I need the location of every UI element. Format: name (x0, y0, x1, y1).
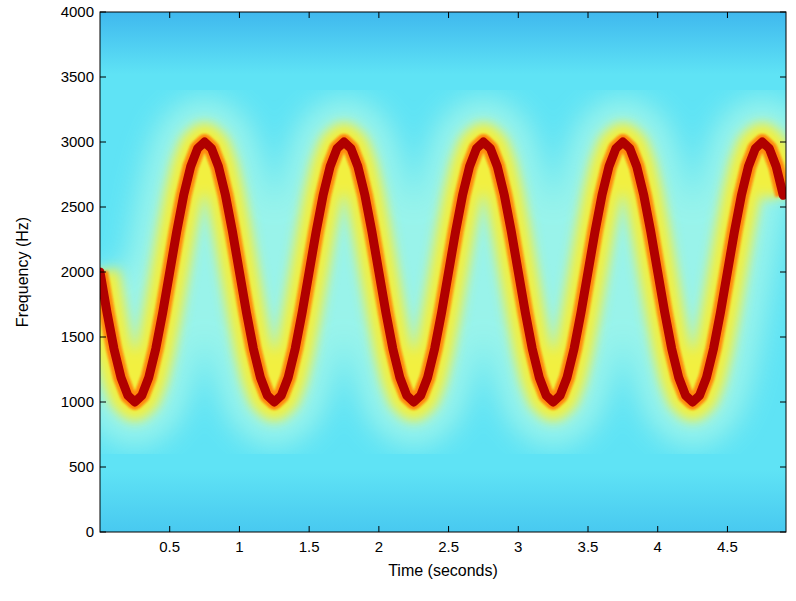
y-tick-label: 4000 (61, 3, 94, 20)
plot-frame (100, 12, 786, 532)
x-tick (309, 526, 310, 532)
y-tick (780, 207, 786, 208)
x-tick-label: 2.5 (438, 538, 459, 555)
y-tick (780, 272, 786, 273)
y-tick (100, 272, 106, 273)
x-tick (657, 526, 658, 532)
x-tick (657, 12, 658, 18)
x-axis-title: Time (seconds) (388, 562, 498, 579)
y-tick-label: 1500 (61, 328, 94, 345)
x-tick (518, 12, 519, 18)
x-tick (727, 12, 728, 18)
y-axis-title: Frequency (Hz) (14, 217, 31, 327)
x-tick-label: 2 (375, 538, 383, 555)
y-tick (100, 207, 106, 208)
x-tick (518, 526, 519, 532)
y-tick-label: 500 (69, 458, 94, 475)
y-tick (100, 337, 106, 338)
x-tick (169, 12, 170, 18)
y-tick (780, 142, 786, 143)
y-tick (780, 77, 786, 78)
y-tick (100, 402, 106, 403)
x-tick (588, 526, 589, 532)
y-tick-label: 1000 (61, 393, 94, 410)
ridge-glow (100, 142, 783, 402)
x-tick (588, 12, 589, 18)
x-tick-label: 1 (235, 538, 243, 555)
x-tick (169, 526, 170, 532)
plot-background (100, 12, 786, 532)
x-tick (378, 12, 379, 18)
y-tick-label: 0 (86, 523, 94, 540)
x-tick-label: 3 (514, 538, 522, 555)
y-tick (100, 12, 106, 13)
x-tick (448, 526, 449, 532)
y-tick (780, 337, 786, 338)
x-tick-label: 0.5 (159, 538, 180, 555)
x-tick (239, 526, 240, 532)
y-tick-label: 3500 (61, 68, 94, 85)
ridge-halo (100, 142, 783, 402)
x-tick (239, 12, 240, 18)
y-tick-label: 2500 (61, 198, 94, 215)
y-tick (780, 12, 786, 13)
y-tick (100, 77, 106, 78)
y-tick (100, 467, 106, 468)
y-tick (780, 402, 786, 403)
y-tick-label: 2000 (61, 263, 94, 280)
x-tick (727, 526, 728, 532)
x-tick (378, 526, 379, 532)
plot-area (100, 142, 783, 402)
x-tick-label: 3.5 (578, 538, 599, 555)
y-tick (780, 467, 786, 468)
y-tick (100, 532, 106, 533)
x-tick-label: 4.5 (717, 538, 738, 555)
x-tick-label: 1.5 (299, 538, 320, 555)
y-tick-label: 3000 (61, 133, 94, 150)
ridge-halo (100, 142, 783, 402)
chart: 0.5 1 1.5 2 2.5 3 3.5 4 4.5 0 500 1000 1500 2000 2500 3… (0, 0, 796, 601)
y-tick (780, 532, 786, 533)
x-tick (448, 12, 449, 18)
y-tick (100, 142, 106, 143)
x-tick-label: 4 (654, 538, 662, 555)
x-tick (309, 12, 310, 18)
ridge-line (100, 142, 783, 402)
